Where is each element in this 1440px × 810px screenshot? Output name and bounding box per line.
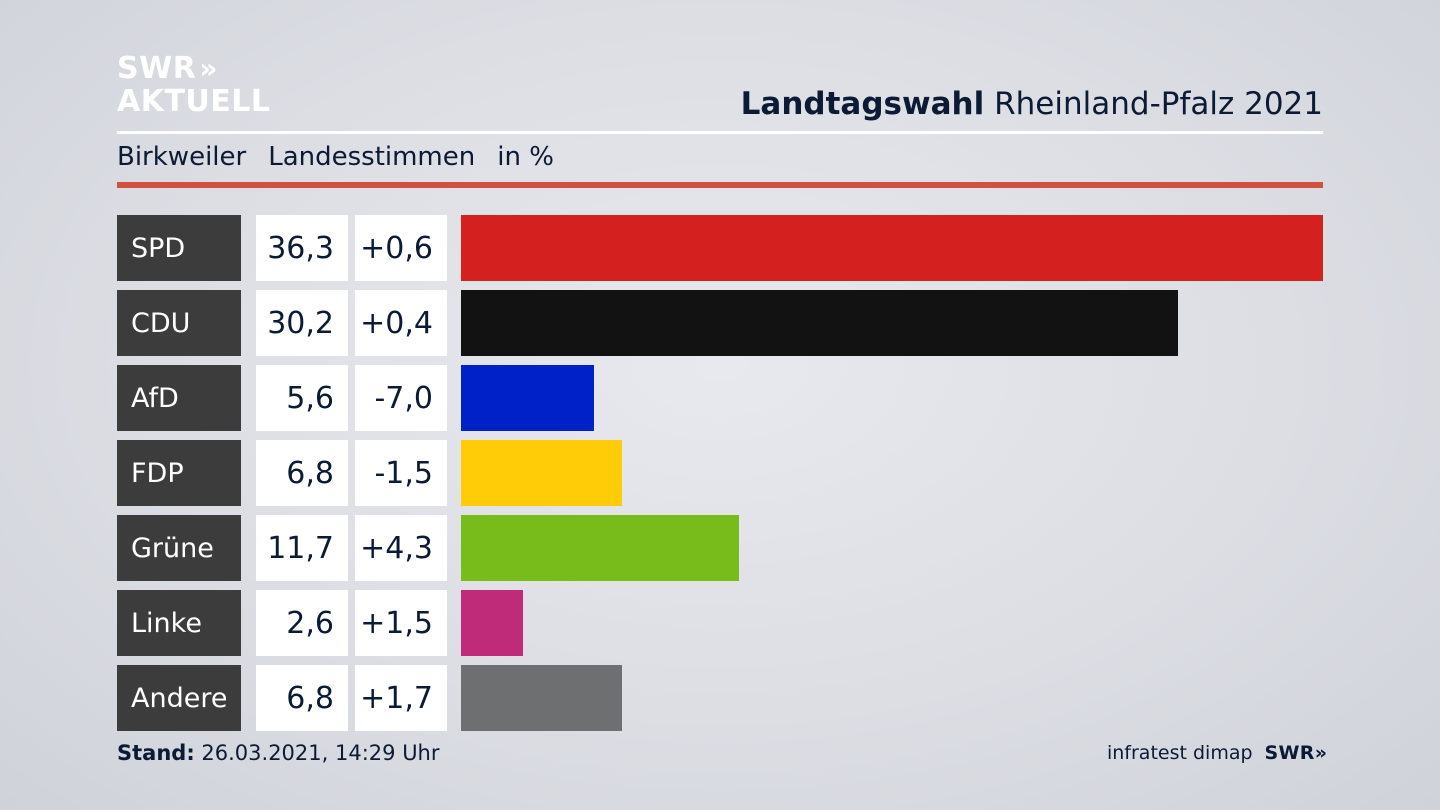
- brand-chevrons-icon: »: [1314, 742, 1327, 764]
- value-label: 30,2: [256, 290, 348, 356]
- party-label: Linke: [117, 590, 241, 656]
- bar-track: [461, 665, 1323, 731]
- logo-chevrons-icon: »: [199, 52, 217, 85]
- party-label: Grüne: [117, 515, 241, 581]
- stand-value: 26.03.2021, 14:29 Uhr: [201, 741, 440, 765]
- bar-row: AfD 5,6 -7,0: [117, 365, 1323, 431]
- bar-track: [461, 440, 1323, 506]
- value-label: 5,6: [256, 365, 348, 431]
- chart-subtitle: Birkweiler Landesstimmen in %: [117, 142, 554, 172]
- bar-track: [461, 290, 1323, 356]
- change-label: -1,5: [355, 440, 447, 506]
- subtitle-unit: in %: [497, 142, 554, 172]
- party-label: CDU: [117, 290, 241, 356]
- bar-row: Grüne 11,7 +4,3: [117, 515, 1323, 581]
- party-label: SPD: [117, 215, 241, 281]
- party-label: AfD: [117, 365, 241, 431]
- header-divider: [117, 131, 1323, 134]
- bar-track: [461, 590, 1323, 656]
- bar-row: FDP 6,8 -1,5: [117, 440, 1323, 506]
- page-title: Landtagswahl Rheinland-Pfalz 2021: [741, 86, 1323, 122]
- bar: [461, 365, 594, 431]
- stand-label: Stand:: [117, 741, 195, 765]
- bar-row: Andere 6,8 +1,7: [117, 665, 1323, 731]
- value-label: 11,7: [256, 515, 348, 581]
- change-label: +0,6: [355, 215, 447, 281]
- value-label: 6,8: [256, 665, 348, 731]
- bar: [461, 515, 739, 581]
- change-label: +1,5: [355, 590, 447, 656]
- bar-row: CDU 30,2 +0,4: [117, 290, 1323, 356]
- change-label: +0,4: [355, 290, 447, 356]
- bar: [461, 665, 622, 731]
- logo-line2: AKTUELL: [117, 84, 271, 119]
- bar-row: SPD 36,3 +0,6: [117, 215, 1323, 281]
- swr-aktuell-logo: SWR» AKTUELL: [117, 52, 271, 118]
- bar: [461, 440, 622, 506]
- value-label: 36,3: [256, 215, 348, 281]
- bar: [461, 290, 1178, 356]
- logo-line1: SWR: [117, 51, 197, 86]
- title-regular: Rheinland-Pfalz 2021: [994, 86, 1323, 122]
- bar: [461, 590, 523, 656]
- bar-track: [461, 515, 1323, 581]
- change-label: -7,0: [355, 365, 447, 431]
- bar-row: Linke 2,6 +1,5: [117, 590, 1323, 656]
- source-credit: infratest dimap SWR»: [1106, 742, 1328, 764]
- value-label: 2,6: [256, 590, 348, 656]
- accent-divider: [117, 182, 1323, 188]
- change-label: +4,3: [355, 515, 447, 581]
- change-label: +1,7: [355, 665, 447, 731]
- swr-brand-logo: SWR»: [1264, 742, 1328, 764]
- title-bold: Landtagswahl: [740, 86, 985, 122]
- source-label: infratest dimap: [1106, 742, 1253, 764]
- subtitle-place: Birkweiler: [117, 142, 247, 172]
- subtitle-type: Landesstimmen: [268, 142, 476, 172]
- bar: [461, 215, 1323, 281]
- party-label: Andere: [117, 665, 241, 731]
- timestamp: Stand: 26.03.2021, 14:29 Uhr: [117, 741, 440, 765]
- value-label: 6,8: [256, 440, 348, 506]
- bar-track: [461, 365, 1323, 431]
- party-label: FDP: [117, 440, 241, 506]
- brand-text: SWR: [1264, 742, 1315, 764]
- bar-track: [461, 215, 1323, 281]
